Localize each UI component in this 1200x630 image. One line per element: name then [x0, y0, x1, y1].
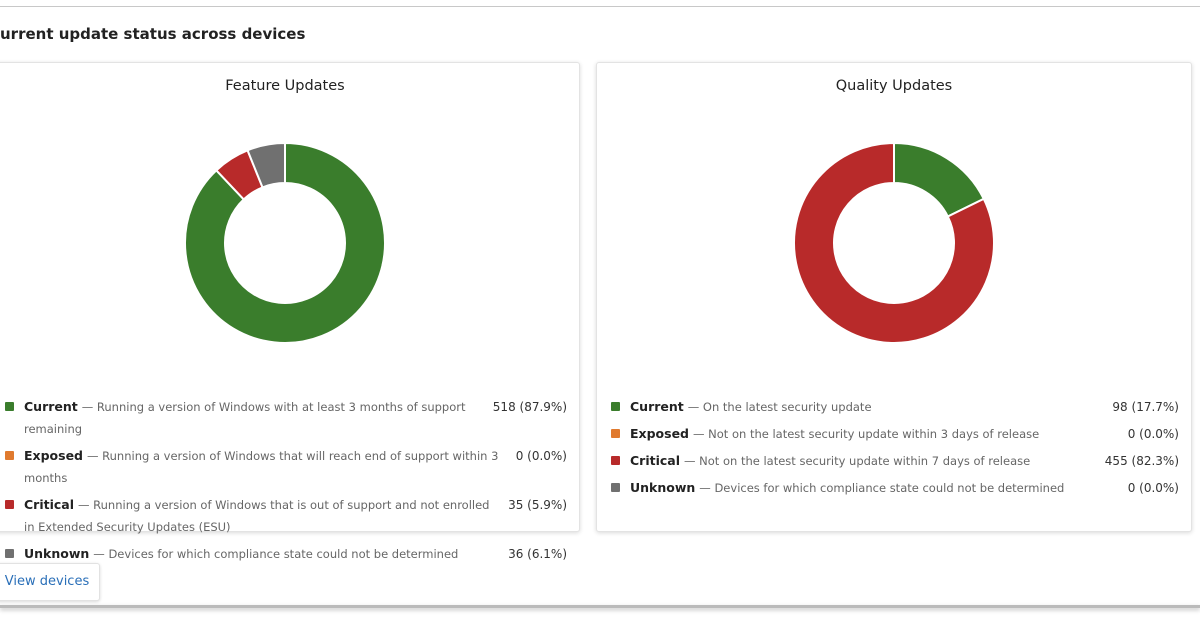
legend-description: — Not on the latest security update with…	[693, 427, 1040, 441]
legend-text: Current — On the latest security update	[630, 396, 1102, 418]
legend-swatch	[611, 456, 620, 465]
legend-value: 36 (6.1%)	[508, 547, 567, 561]
legend-swatch	[611, 483, 620, 492]
card-title: Feature Updates	[225, 78, 345, 94]
legend-name: Current	[630, 399, 684, 414]
legend: Current — On the latest security update 98…	[611, 396, 1179, 504]
chart-card: Feature Updates Current — Running a versio…	[0, 62, 580, 561]
legend-value: 455 (82.3%)	[1104, 454, 1179, 468]
card-title: Quality Updates	[835, 78, 953, 94]
legend-value: 518 (87.9%)	[492, 400, 567, 414]
legend-description: — Not on the latest security update with…	[684, 454, 1031, 468]
legend-row: Exposed — Not on the latest security upda…	[611, 423, 1179, 445]
legend-name: Unknown	[24, 546, 90, 561]
legend-description: — Running a version of Windows that will…	[24, 449, 499, 485]
legend-text: Unknown — Devices for which compliance st…	[24, 543, 498, 565]
donut-slice	[793, 141, 995, 344]
legend-description: — Devices for which compliance state cou…	[699, 481, 1065, 495]
legend-name: Unknown	[630, 480, 696, 495]
legend-name: Critical	[24, 497, 75, 512]
donut-slice	[184, 141, 386, 344]
legend-row: Critical — Running a version of Windows t…	[5, 494, 567, 538]
chart-card: Quality Updates Current — On the latest se…	[596, 62, 1192, 532]
legend-name: Exposed	[24, 448, 84, 463]
legend-row: Current — Running a version of Windows wi…	[5, 396, 567, 440]
legend-swatch	[611, 402, 620, 411]
legend-description: — On the latest security update	[687, 400, 872, 414]
view-devices-button[interactable]: View devices	[0, 563, 100, 601]
donut-slice	[246, 141, 286, 189]
donut-chart	[184, 141, 386, 344]
legend-row: Critical — Not on the latest security upd…	[611, 450, 1179, 472]
legend-row: Unknown — Devices for which compliance st…	[611, 477, 1179, 499]
legend-text: Critical — Not on the latest security upd…	[630, 450, 1095, 472]
legend-row: Unknown — Devices for which compliance st…	[5, 543, 567, 565]
legend-text: Exposed — Running a version of Windows th…	[24, 445, 506, 489]
legend-swatch	[5, 451, 14, 460]
legend-name: Exposed	[630, 426, 690, 441]
divider	[0, 6, 1200, 7]
legend-description: — Devices for which compliance state cou…	[93, 547, 459, 561]
legend-swatch	[5, 402, 14, 411]
legend-text: Current — Running a version of Windows wi…	[24, 396, 483, 440]
legend-value: 0 (0.0%)	[515, 449, 567, 463]
legend-swatch	[611, 429, 620, 438]
section-title: urrent update status across devices	[0, 25, 306, 43]
legend-value: 35 (5.9%)	[508, 498, 567, 512]
legend-row: Current — On the latest security update 98…	[611, 396, 1179, 418]
legend-text: Unknown — Devices for which compliance st…	[630, 477, 1118, 499]
legend-description: — Running a version of Windows with at l…	[24, 400, 466, 436]
legend-swatch	[5, 500, 14, 509]
divider	[0, 605, 1200, 608]
legend-value: 0 (0.0%)	[1127, 427, 1179, 441]
legend-name: Critical	[630, 453, 681, 468]
legend-text: Exposed — Not on the latest security upda…	[630, 423, 1118, 445]
legend-value: 98 (17.7%)	[1112, 400, 1179, 414]
legend-description: — Running a version of Windows that is o…	[24, 498, 490, 534]
donut-chart	[793, 141, 995, 344]
legend-value: 0 (0.0%)	[1127, 481, 1179, 495]
legend-swatch	[5, 549, 14, 558]
legend-row: Exposed — Running a version of Windows th…	[5, 445, 567, 489]
legend: Current — Running a version of Windows wi…	[5, 396, 567, 570]
legend-name: Current	[24, 399, 78, 414]
legend-text: Critical — Running a version of Windows t…	[24, 494, 498, 538]
